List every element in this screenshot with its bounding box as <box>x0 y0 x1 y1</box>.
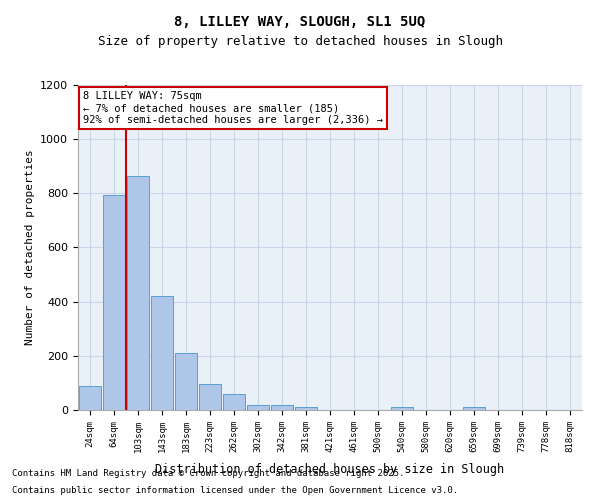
Text: 8, LILLEY WAY, SLOUGH, SL1 5UQ: 8, LILLEY WAY, SLOUGH, SL1 5UQ <box>175 15 425 29</box>
Text: Contains HM Land Registry data © Crown copyright and database right 2025.: Contains HM Land Registry data © Crown c… <box>12 468 404 477</box>
X-axis label: Distribution of detached houses by size in Slough: Distribution of detached houses by size … <box>155 463 505 476</box>
Bar <box>175 353 197 410</box>
Bar <box>223 394 245 410</box>
Text: 8 LILLEY WAY: 75sqm
← 7% of detached houses are smaller (185)
92% of semi-detach: 8 LILLEY WAY: 75sqm ← 7% of detached hou… <box>83 92 383 124</box>
Bar <box>127 176 149 410</box>
Bar <box>295 408 317 410</box>
Y-axis label: Number of detached properties: Number of detached properties <box>25 150 35 346</box>
Bar <box>151 296 173 410</box>
Text: Contains public sector information licensed under the Open Government Licence v3: Contains public sector information licen… <box>12 486 458 495</box>
Bar <box>199 384 221 410</box>
Text: Size of property relative to detached houses in Slough: Size of property relative to detached ho… <box>97 35 503 48</box>
Bar <box>463 408 485 410</box>
Bar <box>247 404 269 410</box>
Bar <box>271 404 293 410</box>
Bar <box>103 194 125 410</box>
Bar <box>79 386 101 410</box>
Bar <box>391 408 413 410</box>
